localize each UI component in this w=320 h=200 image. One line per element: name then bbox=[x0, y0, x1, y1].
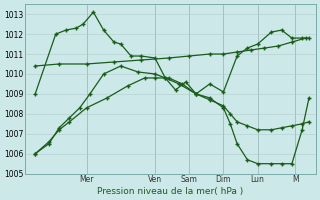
X-axis label: Pression niveau de la mer( hPa ): Pression niveau de la mer( hPa ) bbox=[97, 187, 244, 196]
